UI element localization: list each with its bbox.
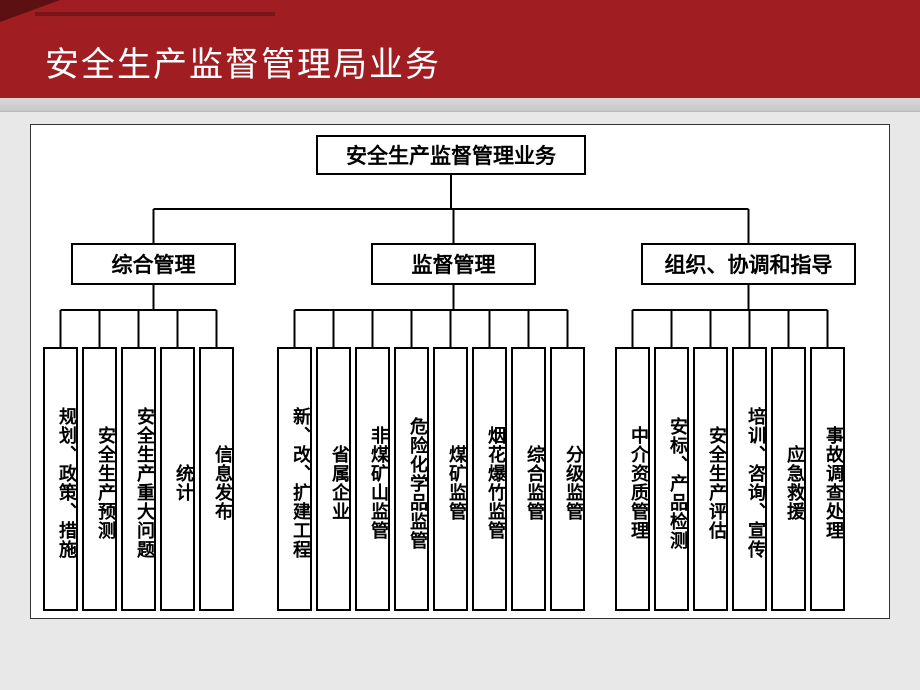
org-leaf-1-2: 非煤矿山监管 — [355, 347, 390, 611]
org-chart: 安全生产监督管理业务综合管理规划、政策、措施安全生产预测安全生产重大问题统计信息… — [30, 124, 890, 619]
header-accent-bar — [35, 12, 275, 16]
header-corner-accent — [0, 0, 60, 22]
org-mid-0: 综合管理 — [71, 243, 236, 285]
org-leaf-1-4: 煤矿监管 — [433, 347, 468, 611]
org-leaf-0-3: 统计 — [160, 347, 195, 611]
org-leaf-1-3: 危险化学品监管 — [394, 347, 429, 611]
org-leaf-0-0: 规划、政策、措施 — [43, 347, 78, 611]
org-leaf-2-5: 事故调查处理 — [810, 347, 845, 611]
org-leaf-0-4: 信息发布 — [199, 347, 234, 611]
org-leaf-2-4: 应急救援 — [771, 347, 806, 611]
slide-header: 安全生产监督管理局业务 — [0, 0, 920, 98]
org-leaf-2-0: 中介资质管理 — [615, 347, 650, 611]
org-mid-2: 组织、协调和指导 — [641, 243, 856, 285]
org-leaf-1-0: 新、改、扩建工程 — [277, 347, 312, 611]
org-root: 安全生产监督管理业务 — [316, 135, 586, 175]
org-leaf-0-2: 安全生产重大问题 — [121, 347, 156, 611]
org-leaf-1-7: 分级监管 — [550, 347, 585, 611]
org-leaf-1-5: 烟花爆竹监管 — [472, 347, 507, 611]
org-leaf-1-1: 省属企业 — [316, 347, 351, 611]
org-leaf-1-6: 综合监管 — [511, 347, 546, 611]
org-leaf-0-1: 安全生产预测 — [82, 347, 117, 611]
org-mid-1: 监督管理 — [371, 243, 536, 285]
slide-title: 安全生产监督管理局业务 — [45, 37, 441, 86]
org-leaf-2-2: 安全生产评估 — [693, 347, 728, 611]
org-leaf-2-1: 安标、产品检测 — [654, 347, 689, 611]
org-leaf-2-3: 培训、咨询、宣传 — [732, 347, 767, 611]
header-subbar — [0, 98, 920, 112]
